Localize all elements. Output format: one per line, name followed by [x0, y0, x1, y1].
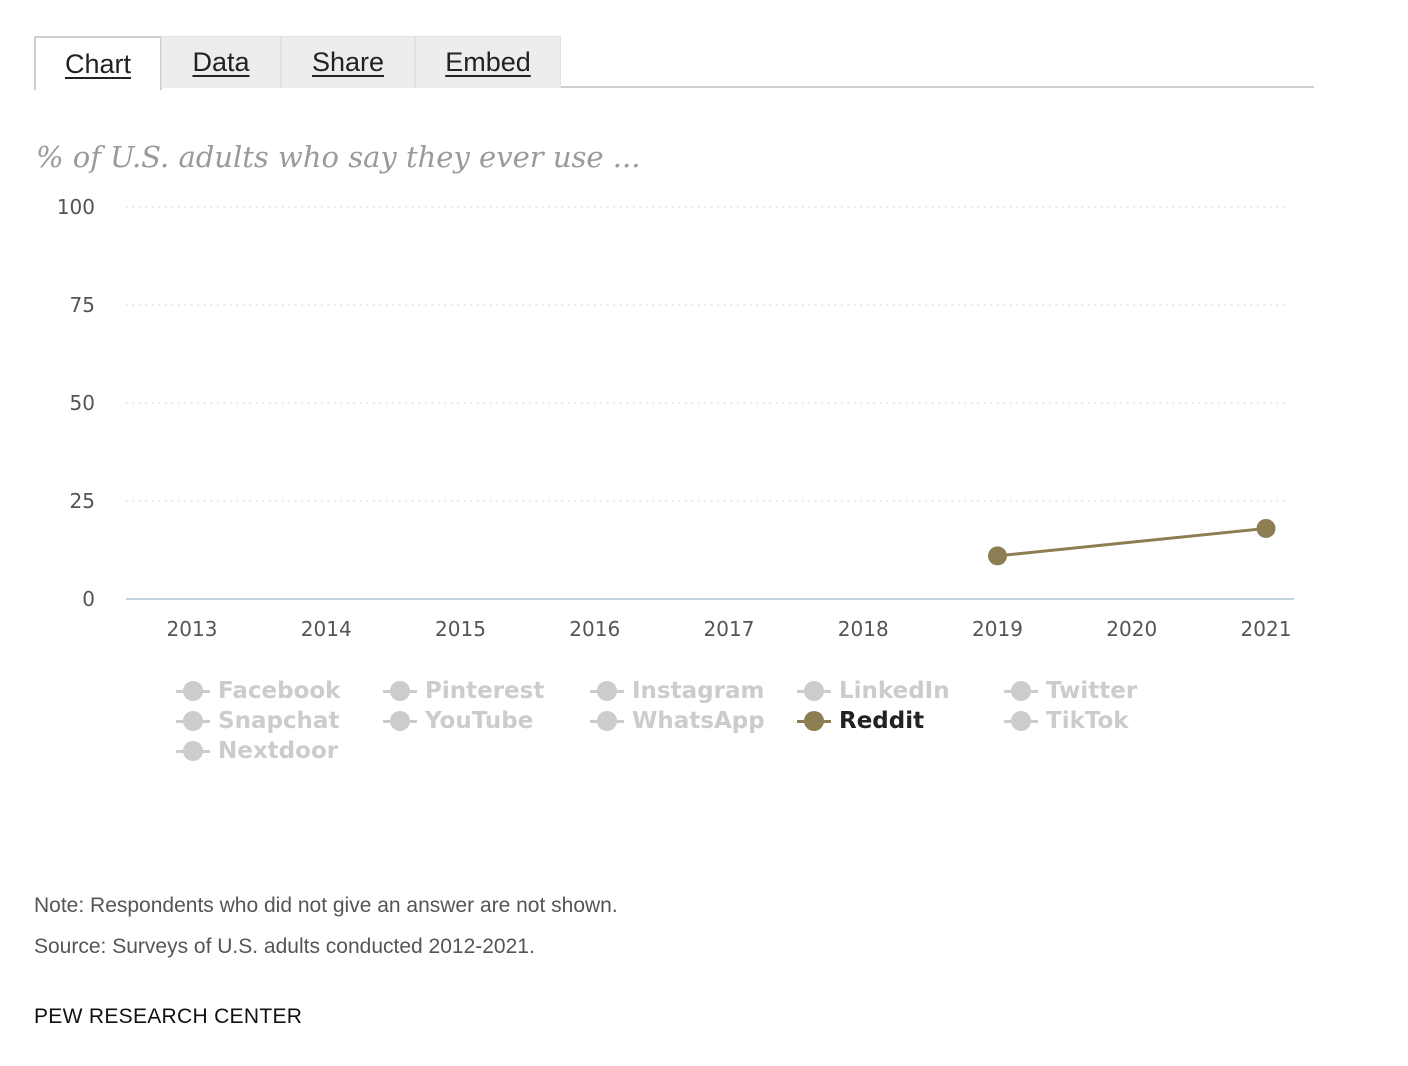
legend-item-nextdoor[interactable]: Nextdoor — [176, 736, 338, 766]
legend-label: Pinterest — [425, 678, 545, 704]
legend-label: Reddit — [839, 708, 925, 734]
legend-label: Nextdoor — [218, 738, 339, 764]
data-point-reddit[interactable] — [988, 546, 1007, 566]
legend-item-facebook[interactable]: Facebook — [176, 676, 340, 706]
x-tick-label: 2021 — [1241, 617, 1292, 641]
tab-bar: Chart Data Share Embed — [34, 36, 1314, 90]
y-tick-label: 100 — [57, 195, 95, 219]
legend-item-twitter[interactable]: Twitter — [1004, 676, 1137, 706]
legend-marker-icon — [590, 706, 624, 736]
brand-label: PEW RESEARCH CENTER — [34, 1005, 303, 1028]
chart-source: Source: Surveys of U.S. adults conducted… — [34, 935, 535, 958]
x-tick-label: 2013 — [167, 617, 218, 641]
y-tick-label: 0 — [82, 587, 95, 611]
legend-marker-icon — [176, 706, 210, 736]
tab-embed[interactable]: Embed — [415, 36, 561, 88]
x-tick-label: 2020 — [1106, 617, 1157, 641]
x-tick-label: 2019 — [972, 617, 1023, 641]
data-point-reddit[interactable] — [1256, 518, 1276, 538]
legend-marker-icon — [383, 706, 417, 736]
legend-marker-icon — [176, 676, 210, 706]
x-tick-label: 2016 — [569, 617, 620, 641]
legend-label: YouTube — [425, 708, 534, 734]
tab-share[interactable]: Share — [281, 36, 415, 88]
chart-note: Note: Respondents who did not give an an… — [34, 894, 618, 917]
legend-item-youtube[interactable]: YouTube — [383, 706, 533, 736]
legend-label: Instagram — [632, 678, 765, 704]
legend-label: WhatsApp — [632, 708, 765, 734]
series-line-reddit — [997, 526, 1267, 558]
legend-label: Snapchat — [218, 708, 340, 734]
legend-item-tiktok[interactable]: TikTok — [1004, 706, 1129, 736]
y-tick-label: 75 — [70, 293, 95, 317]
x-tick-label: 2017 — [704, 617, 755, 641]
legend-item-snapchat[interactable]: Snapchat — [176, 706, 339, 736]
legend-item-whatsapp[interactable]: WhatsApp — [590, 706, 765, 736]
legend-item-linkedin[interactable]: LinkedIn — [797, 676, 950, 706]
legend-item-reddit[interactable]: Reddit — [797, 706, 924, 736]
gridlines — [126, 206, 1290, 502]
chart-subtitle: % of U.S. adults who say they ever use .… — [36, 140, 641, 174]
legend-item-pinterest[interactable]: Pinterest — [383, 676, 544, 706]
legend-marker-icon — [1004, 676, 1038, 706]
legend-marker-icon — [797, 676, 831, 706]
y-tick-label: 50 — [70, 391, 95, 415]
x-axis: 2013 2014 2015 2016 2017 2018 2019 2020 2021 — [126, 598, 1294, 641]
legend-marker-icon — [176, 736, 210, 766]
tab-chart[interactable]: Chart — [34, 36, 162, 90]
x-tick-label: 2014 — [301, 617, 352, 641]
legend-marker-icon — [1004, 706, 1038, 736]
legend-label: Twitter — [1046, 678, 1138, 704]
legend-marker-icon — [797, 706, 831, 736]
x-tick-label: 2015 — [435, 617, 486, 641]
tab-data[interactable]: Data — [161, 36, 281, 88]
legend-label: Facebook — [218, 678, 341, 704]
legend-label: TikTok — [1046, 708, 1129, 734]
y-tick-label: 25 — [70, 489, 95, 513]
legend-label: LinkedIn — [839, 678, 950, 704]
series-layer — [988, 518, 1276, 566]
legend-marker-icon — [590, 676, 624, 706]
x-tick-label: 2018 — [838, 617, 889, 641]
legend-marker-icon — [383, 676, 417, 706]
y-axis: 0 25 50 75 100 — [57, 195, 95, 611]
legend-item-instagram[interactable]: Instagram — [590, 676, 764, 706]
